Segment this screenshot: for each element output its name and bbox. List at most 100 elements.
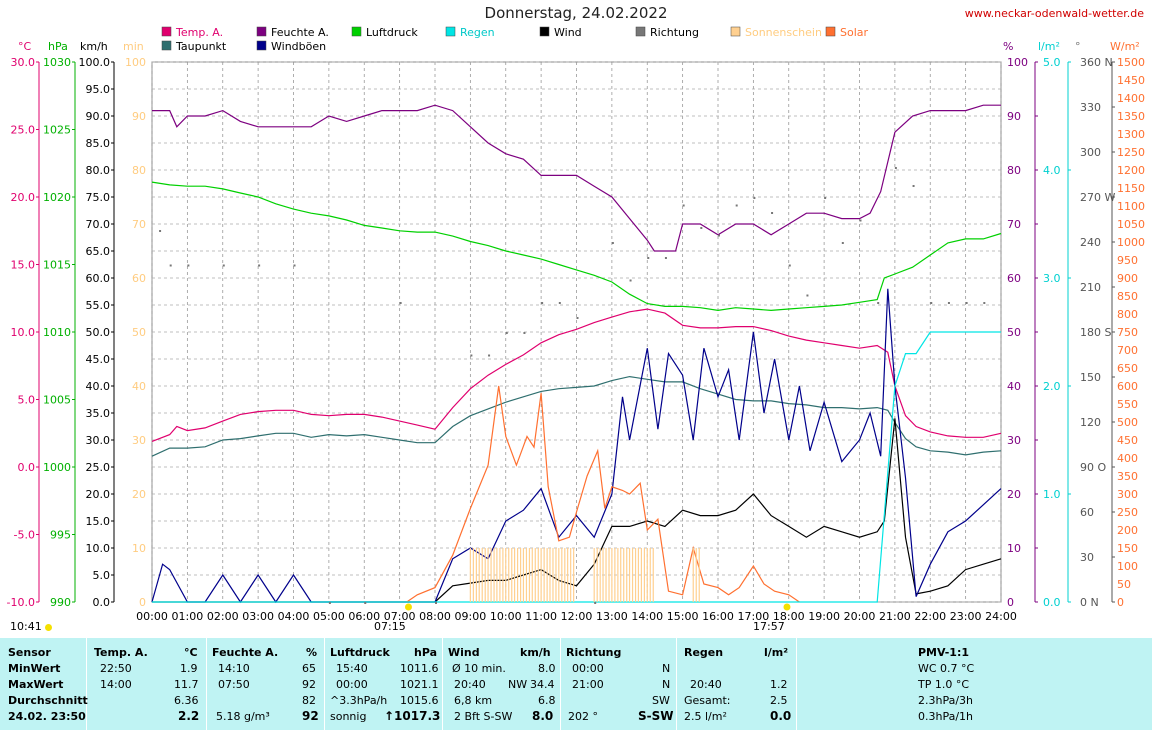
press-header: Luftdruck <box>330 646 390 659</box>
site-url[interactable]: www.neckar-odenwald-wetter.de <box>964 7 1144 20</box>
maxwert-label: MaxWert <box>8 678 64 691</box>
legend-swatch <box>730 26 741 37</box>
axis-unit-wind: km/h <box>80 40 108 53</box>
direction-dot <box>169 264 172 267</box>
tick-solar: 50 <box>1117 578 1131 591</box>
tick-dir: 180 S <box>1080 326 1111 339</box>
direction-dot <box>841 242 844 244</box>
tick-press: 1005 <box>43 394 71 407</box>
temp-min-time: 22:50 <box>100 662 132 675</box>
tick-time: 04:00 <box>278 610 310 623</box>
tick-time: 11:00 <box>525 610 557 623</box>
hum-min-time: 14:10 <box>218 662 250 675</box>
tick-dir: 210 <box>1080 281 1101 294</box>
legend-label: Temp. A. <box>175 26 223 39</box>
dir-current: S-SW <box>638 709 674 723</box>
sensor-header: Sensor <box>8 646 51 659</box>
tick-time: 10:00 <box>490 610 522 623</box>
tick-wind: 40.0 <box>86 380 111 393</box>
tick-dir: 60 <box>1080 506 1094 519</box>
tick-time: 03:00 <box>242 610 274 623</box>
hum-header: Feuchte A. <box>212 646 279 659</box>
tick-hum: 0 <box>1007 596 1014 609</box>
tick-solar: 1000 <box>1117 236 1145 249</box>
direction-dot <box>222 264 225 267</box>
press-avg: 1015.6 <box>400 694 439 707</box>
tick-wind: 50.0 <box>86 326 111 339</box>
tick-rain: 4.0 <box>1043 164 1061 177</box>
tick-time: 16:00 <box>702 610 734 623</box>
axis-unit-dir: ° <box>1075 40 1081 53</box>
press-unit: hPa <box>414 646 438 659</box>
tick-hum: 90 <box>1007 110 1021 123</box>
tick-solar: 150 <box>1117 542 1138 555</box>
tick-wind: 45.0 <box>86 353 111 366</box>
wind-bft: 2 Bft S-SW <box>454 710 513 723</box>
tick-temp: 30.0 <box>11 56 36 69</box>
direction-dot <box>594 602 597 604</box>
tick-time: 17:00 <box>738 610 770 623</box>
tick-sun: 30 <box>132 434 146 447</box>
tick-solar: 450 <box>1117 434 1138 447</box>
temp-header: Temp. A. <box>94 646 148 659</box>
direction-dot <box>894 167 897 169</box>
tick-solar: 1350 <box>1117 110 1145 123</box>
wind-header: Wind <box>448 646 480 659</box>
tick-solar: 250 <box>1117 506 1138 519</box>
tick-dir: 150 <box>1080 371 1101 384</box>
tick-solar: 1400 <box>1117 92 1145 105</box>
corner-time: 10:41 <box>10 620 52 633</box>
direction-dot <box>258 264 261 267</box>
minwert-label: MinWert <box>8 662 61 675</box>
tick-solar: 950 <box>1117 254 1138 267</box>
tick-wind: 20.0 <box>86 488 111 501</box>
tick-press: 995 <box>50 529 71 542</box>
direction-dot <box>328 602 331 604</box>
hum-avg: 82 <box>302 694 316 707</box>
tick-solar: 300 <box>1117 488 1138 501</box>
sunrise-label: 07:15 <box>374 620 406 633</box>
tick-temp: 15.0 <box>11 259 36 272</box>
press-min-time: 15:40 <box>336 662 368 675</box>
tick-time: 24:00 <box>985 610 1017 623</box>
press-min-value: 1011.6 <box>400 662 439 675</box>
direction-dot <box>159 230 162 232</box>
tick-solar: 100 <box>1117 560 1138 573</box>
tick-solar: 400 <box>1117 452 1138 465</box>
press-max-value: 1021.1 <box>400 678 439 691</box>
page-title: Donnerstag, 24.02.2022 <box>484 4 668 22</box>
tick-time: 01:00 <box>172 610 204 623</box>
direction-dot <box>682 204 685 207</box>
direction-dot <box>965 302 968 304</box>
direction-dot <box>771 212 774 214</box>
pmv-dewpoint: TP 1.0 °C <box>918 678 970 691</box>
axis-unit-solar: W/m² <box>1110 40 1140 53</box>
pmv-press-3h: 2.3hPa/3h <box>918 694 974 707</box>
weather-chart: °C hPa km/h min% l/m² ° W/m² 30.0 25.0 20.0 15.0 10… <box>7 26 1145 623</box>
press-condition: sonnig <box>330 710 367 723</box>
tick-sun: 100 <box>125 56 146 69</box>
tick-time: 18:00 <box>773 610 805 623</box>
legend-label: Feuchte A. <box>271 26 329 39</box>
direction-dot <box>399 302 402 304</box>
dir-degrees: 202 ° <box>568 710 598 723</box>
direction-dot <box>293 264 296 267</box>
press-max-time: 00:00 <box>336 678 368 691</box>
wind-run-value: 6.8 <box>538 694 556 707</box>
hum-unit: % <box>306 646 318 659</box>
tick-temp: 0.0 <box>18 461 36 474</box>
series-temp-a- <box>151 308 1002 442</box>
temp-min-value: 1.9 <box>180 662 198 675</box>
legend-swatch <box>256 26 267 37</box>
tick-solar: 1450 <box>1117 74 1145 87</box>
legend-label: Luftdruck <box>366 26 418 39</box>
direction-dot <box>824 197 827 199</box>
rain-max-time: 20:40 <box>690 678 722 691</box>
direction-dot <box>488 354 491 357</box>
tick-solar: 550 <box>1117 398 1138 411</box>
tick-wind: 95.0 <box>86 83 111 96</box>
direction-dot <box>788 264 791 267</box>
legend-label: Solar <box>840 26 869 39</box>
wind-max-value: 34.4 <box>530 678 555 691</box>
legend-swatch <box>539 26 550 37</box>
